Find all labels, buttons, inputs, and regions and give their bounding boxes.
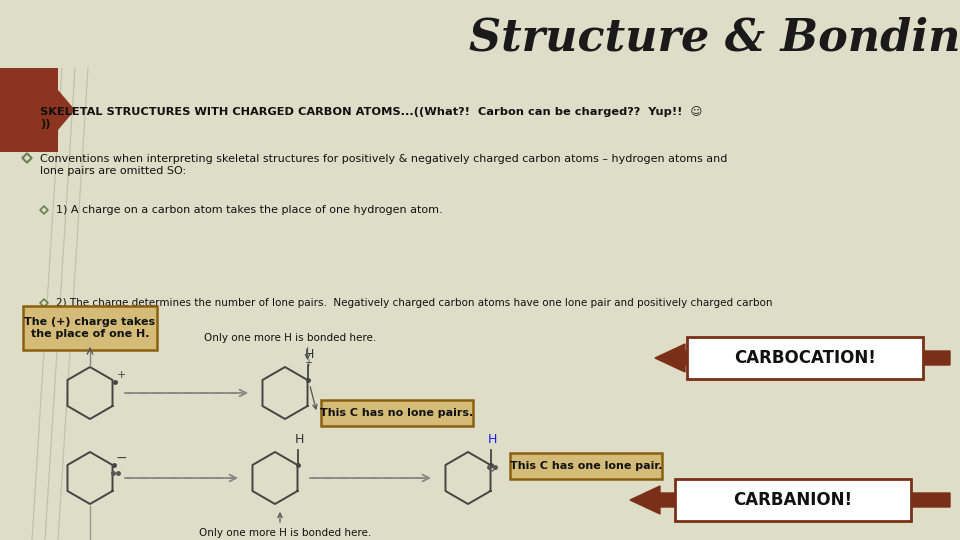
Text: This C has one lone pair.: This C has one lone pair. bbox=[510, 461, 662, 471]
Text: CARBOCATION!: CARBOCATION! bbox=[734, 349, 876, 367]
Text: −: − bbox=[115, 451, 127, 465]
FancyBboxPatch shape bbox=[23, 306, 157, 350]
Text: H: H bbox=[304, 348, 314, 361]
Text: CARBANION!: CARBANION! bbox=[733, 491, 852, 509]
FancyBboxPatch shape bbox=[687, 337, 923, 379]
Point bbox=[36, 299, 52, 307]
Point bbox=[19, 154, 35, 163]
Polygon shape bbox=[0, 68, 75, 152]
Text: +: + bbox=[116, 370, 126, 380]
Point bbox=[19, 106, 35, 114]
FancyBboxPatch shape bbox=[675, 479, 911, 521]
Text: This C has no lone pairs.: This C has no lone pairs. bbox=[321, 408, 473, 418]
Text: 2) The charge determines the number of lone pairs.  Negatively charged carbon at: 2) The charge determines the number of l… bbox=[56, 298, 773, 308]
Text: )): )) bbox=[40, 119, 51, 129]
Text: 1) A charge on a carbon atom takes the place of one hydrogen atom.: 1) A charge on a carbon atom takes the p… bbox=[56, 205, 443, 215]
Text: +: + bbox=[304, 358, 313, 368]
Text: H: H bbox=[295, 433, 304, 446]
FancyBboxPatch shape bbox=[510, 453, 662, 479]
FancyBboxPatch shape bbox=[321, 400, 473, 426]
Text: Conventions when interpreting skeletal structures for positively & negatively ch: Conventions when interpreting skeletal s… bbox=[40, 154, 728, 176]
Text: H: H bbox=[488, 433, 497, 446]
Text: SKELETAL STRUCTURES WITH CHARGED CARBON ATOMS...((What?!  Carbon can be charged?: SKELETAL STRUCTURES WITH CHARGED CARBON … bbox=[40, 106, 703, 117]
Text: Only one more H is bonded here.: Only one more H is bonded here. bbox=[204, 333, 376, 343]
Text: Only one more H is bonded here.: Only one more H is bonded here. bbox=[199, 528, 372, 538]
Point bbox=[36, 206, 52, 214]
FancyArrow shape bbox=[655, 344, 950, 372]
Text: Structure & Bonding: Structure & Bonding bbox=[468, 16, 960, 60]
Text: The (+) charge takes
the place of one H.: The (+) charge takes the place of one H. bbox=[24, 317, 156, 339]
FancyArrow shape bbox=[630, 486, 950, 514]
